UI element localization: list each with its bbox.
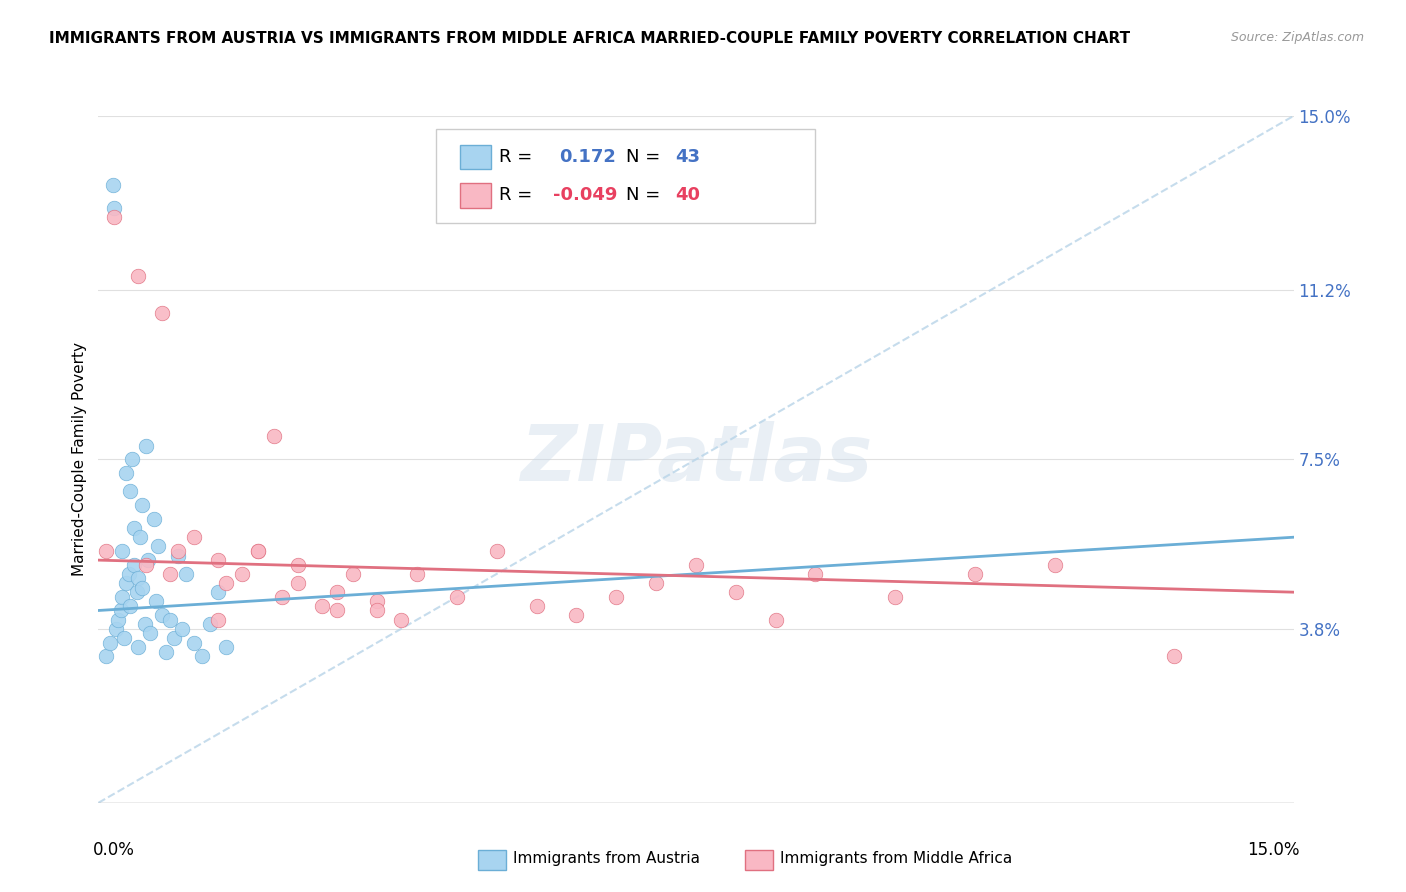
Point [128, 530, 150, 544]
Point [485, 544, 508, 558]
Point [446, 590, 468, 604]
Point [148, 540, 170, 554]
Point [167, 544, 190, 558]
Text: ZIPatlas: ZIPatlas [520, 421, 872, 498]
Point [207, 553, 229, 567]
Point [139, 626, 162, 640]
Point [159, 566, 181, 581]
Point [1043, 558, 1066, 572]
Point [884, 590, 907, 604]
Point [311, 599, 333, 613]
Point [366, 603, 388, 617]
Point [145, 594, 167, 608]
Point [526, 599, 548, 613]
Point [406, 566, 429, 581]
Point [111, 590, 134, 604]
Text: N =: N = [626, 148, 659, 166]
Point [183, 530, 205, 544]
Point [103, 201, 125, 215]
Point [115, 576, 138, 591]
Y-axis label: Married-Couple Family Poverty: Married-Couple Family Poverty [72, 343, 87, 576]
Point [118, 566, 141, 581]
Point [174, 566, 197, 581]
Point [112, 631, 135, 645]
Point [96, 544, 118, 558]
Text: 0.0%: 0.0% [93, 840, 135, 859]
Point [804, 566, 827, 581]
Point [115, 466, 138, 480]
Point [765, 613, 787, 627]
Text: -0.049: -0.049 [553, 186, 617, 204]
Point [104, 622, 127, 636]
Point [342, 566, 364, 581]
Point [207, 613, 229, 627]
Point [645, 576, 668, 591]
Point [366, 594, 388, 608]
Point [163, 631, 186, 645]
Point [263, 429, 285, 443]
Point [124, 558, 146, 572]
Point [605, 590, 627, 604]
Point [125, 585, 148, 599]
Point [246, 544, 269, 558]
Text: Source: ZipAtlas.com: Source: ZipAtlas.com [1230, 31, 1364, 45]
Point [172, 622, 194, 636]
Text: 43: 43 [675, 148, 700, 166]
Point [565, 608, 588, 623]
Point [103, 210, 125, 224]
Point [326, 585, 349, 599]
Text: Immigrants from Austria: Immigrants from Austria [513, 851, 700, 865]
Point [231, 566, 253, 581]
Point [131, 498, 153, 512]
Text: 0.172: 0.172 [560, 148, 616, 166]
Point [120, 484, 142, 499]
Point [136, 553, 159, 567]
Point [131, 581, 153, 595]
Point [155, 645, 177, 659]
Point [127, 269, 149, 284]
Point [270, 590, 292, 604]
Point [143, 512, 166, 526]
Point [207, 585, 229, 599]
Point [121, 452, 143, 467]
Point [135, 439, 157, 453]
Text: R =: R = [499, 148, 533, 166]
Point [127, 640, 149, 654]
Point [1163, 649, 1185, 664]
Text: IMMIGRANTS FROM AUSTRIA VS IMMIGRANTS FROM MIDDLE AFRICA MARRIED-COUPLE FAMILY P: IMMIGRANTS FROM AUSTRIA VS IMMIGRANTS FR… [49, 31, 1130, 46]
Point [127, 571, 149, 585]
Point [159, 613, 181, 627]
Point [287, 558, 309, 572]
Text: 40: 40 [675, 186, 700, 204]
Text: N =: N = [626, 186, 659, 204]
Point [101, 178, 124, 192]
Point [246, 544, 269, 558]
Point [685, 558, 707, 572]
Point [150, 608, 173, 623]
Point [111, 544, 134, 558]
Point [198, 617, 221, 632]
Point [167, 549, 190, 563]
Point [96, 649, 118, 664]
Point [215, 640, 238, 654]
Point [389, 613, 412, 627]
Point [183, 635, 205, 649]
Text: Immigrants from Middle Africa: Immigrants from Middle Africa [780, 851, 1012, 865]
Point [724, 585, 747, 599]
Point [326, 603, 349, 617]
Point [191, 649, 214, 664]
Point [215, 576, 238, 591]
Point [134, 617, 156, 632]
Point [963, 566, 986, 581]
Point [150, 306, 173, 320]
Text: 15.0%: 15.0% [1247, 840, 1299, 859]
Point [124, 521, 146, 535]
Text: R =: R = [499, 186, 533, 204]
Point [107, 613, 129, 627]
Point [287, 576, 309, 591]
Point [120, 599, 142, 613]
Point [98, 635, 122, 649]
Point [110, 603, 132, 617]
Point [135, 558, 157, 572]
